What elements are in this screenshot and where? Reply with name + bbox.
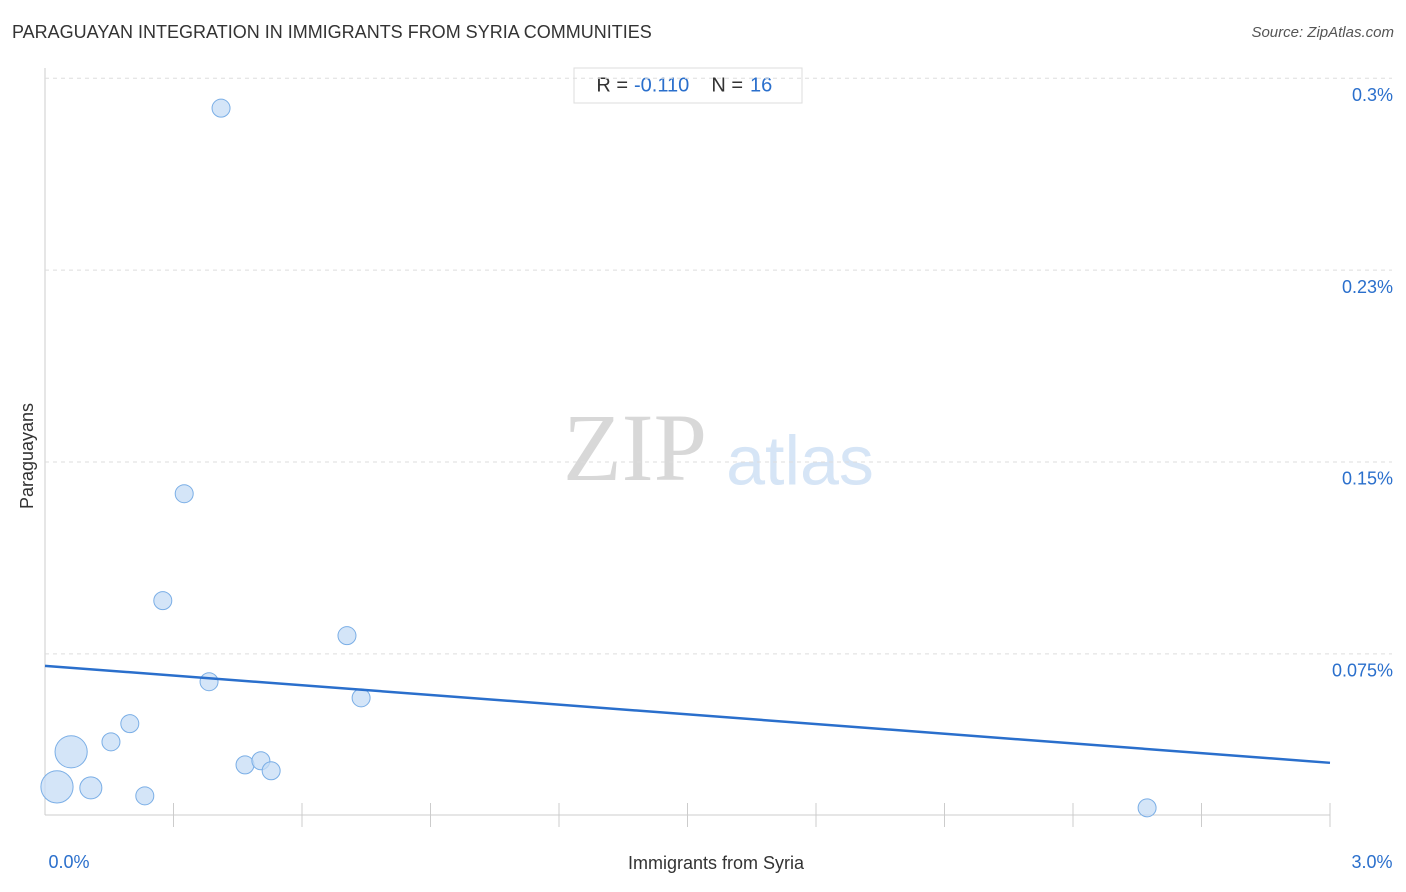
- chart-title: PARAGUAYAN INTEGRATION IN IMMIGRANTS FRO…: [12, 22, 652, 42]
- y-tick-label: 0.075%: [1332, 661, 1393, 681]
- y-tick-label: 0.15%: [1342, 469, 1393, 489]
- point: [337, 626, 357, 646]
- x-tick-label: 3.0%: [1351, 852, 1392, 872]
- y-axis-label: Paraguayans: [17, 403, 37, 509]
- point: [1137, 798, 1157, 818]
- x-axis-label: Immigrants from Syria: [628, 853, 805, 873]
- stat-value: -0.110: [634, 74, 689, 96]
- x-tick-label: 0.0%: [48, 852, 89, 872]
- point: [79, 776, 103, 800]
- stat-label: R =: [596, 74, 628, 96]
- stats-box: [573, 67, 803, 104]
- source: Source: ZipAtlas.com: [1251, 24, 1394, 41]
- point: [120, 714, 140, 734]
- y-tick-label: 0.23%: [1342, 277, 1393, 297]
- trend-line: [44, 664, 1331, 765]
- point: [153, 591, 173, 611]
- stat-value: 16: [750, 74, 772, 96]
- point: [235, 755, 255, 775]
- point: [135, 786, 155, 806]
- point: [54, 735, 88, 769]
- point: [40, 770, 74, 804]
- point: [199, 672, 219, 692]
- stat-label: N =: [711, 74, 743, 96]
- watermark: ZIP: [563, 394, 707, 501]
- point: [174, 484, 194, 504]
- watermark: atlas: [726, 421, 874, 499]
- point: [261, 761, 281, 781]
- point: [211, 98, 231, 118]
- point: [351, 688, 371, 708]
- point: [101, 732, 121, 752]
- y-tick-label: 0.3%: [1352, 85, 1393, 105]
